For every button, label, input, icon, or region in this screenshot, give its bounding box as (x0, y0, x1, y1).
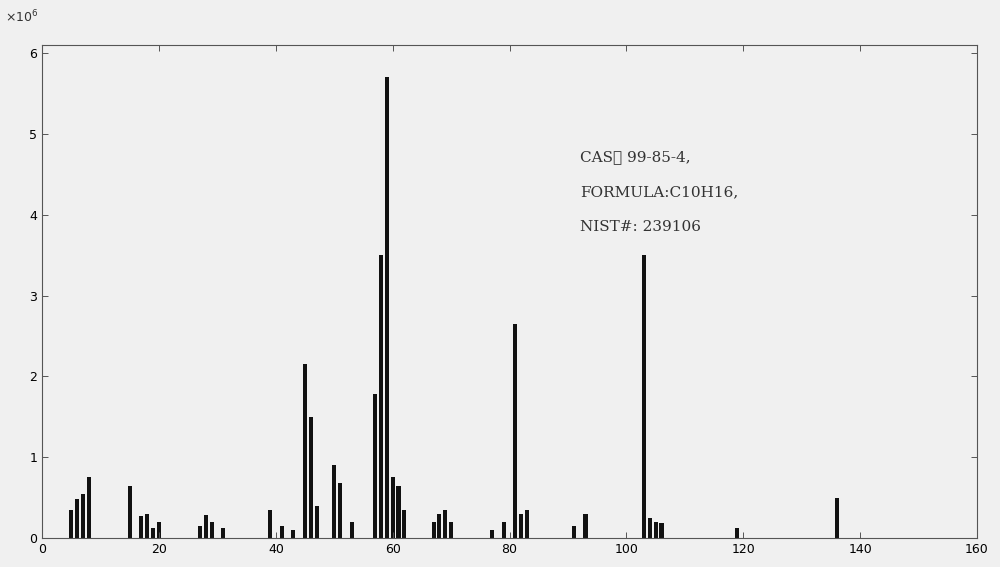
Bar (642, 255, 646, 538)
Bar (396, 485, 401, 538)
Bar (303, 365, 307, 538)
Bar (654, 522, 658, 538)
Bar (659, 523, 664, 538)
Bar (221, 528, 225, 538)
Bar (648, 518, 652, 538)
Bar (75, 500, 79, 538)
Text: CAS： 99-85-4,: CAS： 99-85-4, (580, 150, 690, 164)
Bar (385, 78, 389, 538)
Bar (309, 417, 313, 538)
Bar (572, 526, 576, 538)
Bar (69, 510, 73, 538)
Bar (735, 527, 739, 538)
Bar (268, 510, 272, 538)
Bar (139, 516, 143, 538)
Bar (332, 466, 336, 538)
Bar (437, 514, 441, 538)
Text: NIST#: 239106: NIST#: 239106 (580, 219, 701, 234)
Bar (379, 255, 383, 538)
Bar (145, 514, 149, 538)
Bar (128, 485, 132, 538)
Bar (432, 522, 436, 538)
Bar (210, 522, 214, 538)
Bar (198, 526, 202, 538)
Bar (583, 514, 588, 538)
Bar (151, 528, 155, 538)
Text: $\times 10^6$: $\times 10^6$ (5, 9, 38, 26)
Bar (513, 324, 517, 538)
Bar (490, 530, 494, 538)
Bar (280, 526, 284, 538)
Bar (204, 515, 208, 538)
Bar (350, 522, 354, 538)
Bar (291, 530, 295, 538)
Text: FORMULA:C10H16,: FORMULA:C10H16, (580, 185, 738, 199)
Bar (525, 510, 529, 538)
Bar (338, 483, 342, 538)
Bar (835, 498, 839, 538)
Bar (87, 477, 91, 538)
Bar (502, 522, 506, 538)
Bar (315, 506, 319, 538)
Bar (402, 510, 406, 538)
Bar (373, 394, 377, 538)
Bar (157, 522, 161, 538)
Bar (391, 477, 395, 538)
Bar (449, 522, 453, 538)
Bar (81, 494, 85, 538)
Bar (519, 514, 523, 538)
Bar (443, 510, 447, 538)
